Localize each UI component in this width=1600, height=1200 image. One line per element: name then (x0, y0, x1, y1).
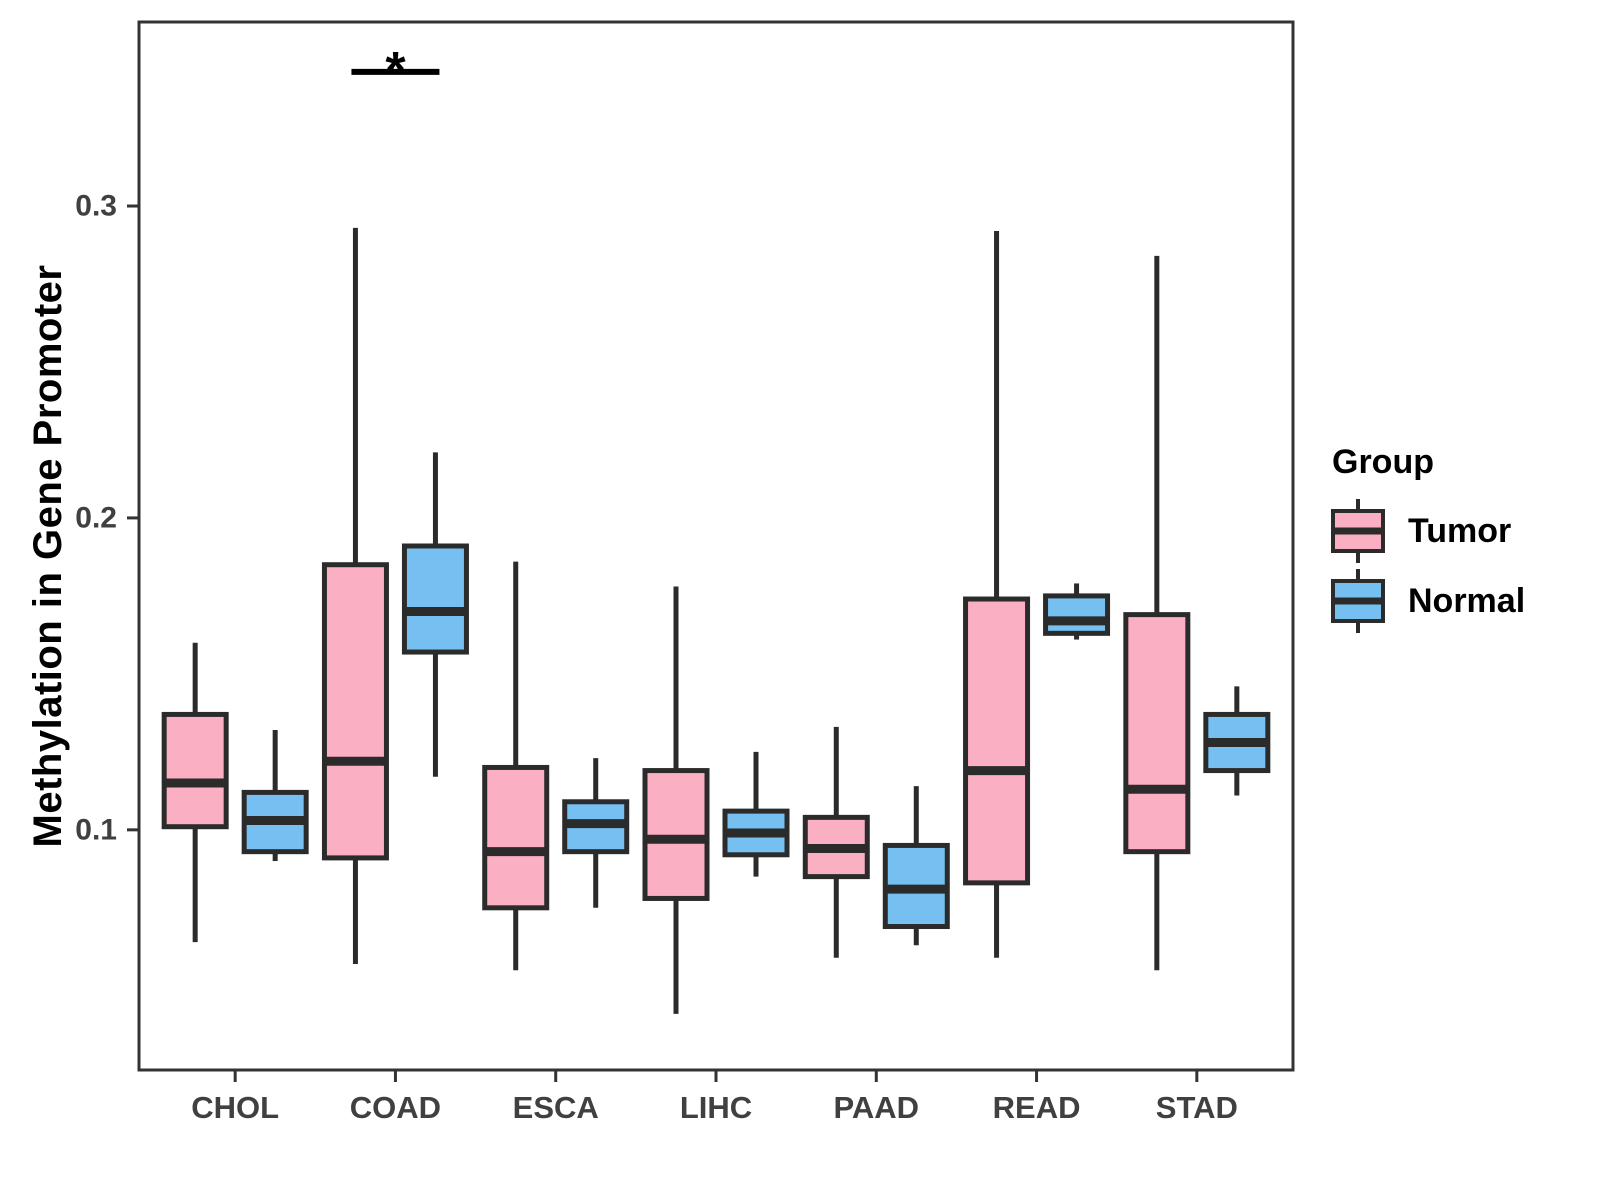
legend-item-tumor: Tumor (1330, 496, 1525, 566)
x-tick-label-STAD: STAD (1156, 1090, 1238, 1125)
x-tick-label-ESCA: ESCA (513, 1090, 599, 1125)
panel-border (137, 20, 1295, 1072)
normal-boxplot-key-icon (1331, 569, 1385, 633)
x-tick-label-CHOL: CHOL (191, 1090, 279, 1125)
legend-item-normal: Normal (1330, 566, 1525, 636)
tumor-boxplot-key-icon (1331, 499, 1385, 563)
box-normal-COAD (401, 543, 469, 655)
y-tick-label: 0.2 (75, 501, 117, 534)
y-axis-title: Methylation in Gene Promoter (26, 264, 70, 848)
y-tick-label: 0.3 (75, 190, 117, 223)
box-tumor-STAD (1123, 612, 1191, 855)
x-tick-label-PAAD: PAAD (834, 1090, 920, 1125)
box-normal-READ (1043, 593, 1111, 636)
x-tick-label-READ: READ (993, 1090, 1081, 1125)
box-tumor-LIHC (642, 768, 710, 901)
x-tick-label-LIHC: LIHC (680, 1090, 752, 1125)
legend-label-tumor: Tumor (1408, 511, 1512, 550)
x-tick-label-COAD: COAD (350, 1090, 441, 1125)
box-tumor-READ (963, 596, 1031, 886)
legend-label-normal: Normal (1408, 581, 1526, 620)
legend: Group Tumor Normal (1330, 442, 1525, 636)
box-tumor-COAD (321, 562, 389, 861)
box-tumor-CHOL (161, 711, 229, 830)
box-tumor-ESCA (482, 764, 550, 911)
legend-title: Group (1332, 443, 1434, 481)
y-tick-label: 0.1 (75, 813, 117, 846)
significance-star: * (385, 42, 406, 100)
